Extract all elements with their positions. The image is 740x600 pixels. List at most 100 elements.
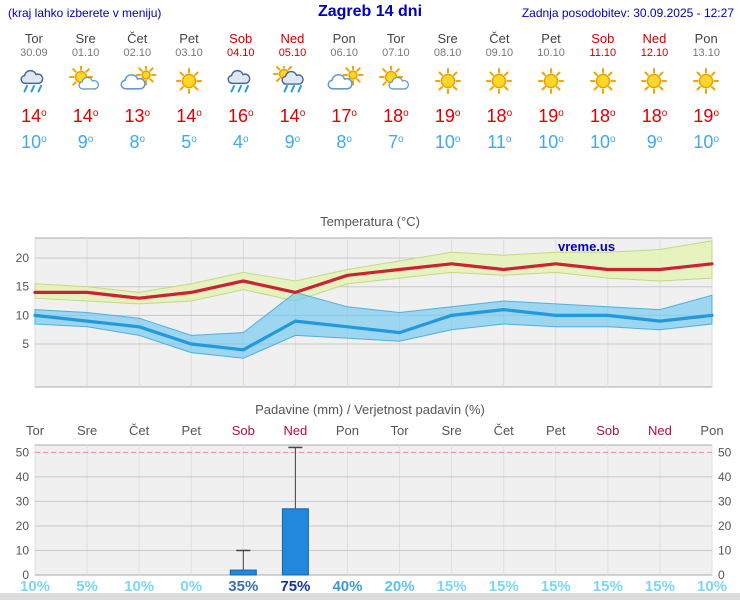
day-date: 10.10 <box>537 47 565 59</box>
svg-text:20: 20 <box>16 519 30 533</box>
low-temp: 8o <box>336 132 352 152</box>
svg-text:40: 40 <box>16 470 30 484</box>
day-date: 05.10 <box>278 47 307 59</box>
day-name: Pon <box>332 31 356 46</box>
low-temp: 10o <box>434 132 461 152</box>
weather-sun-icon <box>473 65 525 97</box>
svg-text:20: 20 <box>718 519 732 533</box>
forecast-day-2: Čet 02.10 13o 8o <box>111 30 163 153</box>
day-date: 12.10 <box>640 47 669 59</box>
day-date: 08.10 <box>433 47 462 59</box>
precip-day-label: Pet <box>546 423 566 438</box>
precip-day-label: Pon <box>700 423 724 438</box>
day-date: 30.09 <box>20 47 48 59</box>
svg-text:0: 0 <box>22 568 29 580</box>
menu-hint: (kraj lahko izberete v meniju) <box>8 6 162 20</box>
precip-probability: 10% <box>124 578 155 595</box>
precip-probability: 15% <box>436 578 467 595</box>
low-temp: 10o <box>538 132 564 152</box>
svg-text:30: 30 <box>16 494 30 508</box>
precip-day-label: Sob <box>231 423 255 438</box>
precip-probability: 35% <box>228 578 259 595</box>
precip-probability: 15% <box>592 578 623 595</box>
forecast-day-5: Ned 05.10 14o 9o <box>267 30 319 153</box>
day-name: Sre <box>75 31 96 46</box>
high-temp: 14o <box>72 106 99 126</box>
forecast-strip: Tor 30.09 14o 10o Sre 01.10 14o 9o Čet 02.10 13o 8o… <box>8 30 732 153</box>
day-date: 03.10 <box>175 47 203 59</box>
weather-sun-icon <box>163 65 215 97</box>
day-date: 06.10 <box>330 47 358 59</box>
precip-probability: 10% <box>19 578 51 595</box>
precip-probability: 15% <box>644 578 675 595</box>
low-temp: 11o <box>487 132 512 152</box>
svg-text:40: 40 <box>718 470 732 484</box>
svg-text:20: 20 <box>16 251 30 265</box>
precip-day-label: Pet <box>181 423 201 438</box>
svg-text:15: 15 <box>16 280 30 294</box>
precip-day-label: Pon <box>335 423 360 438</box>
day-date: 07.10 <box>382 47 410 59</box>
precip-day-label: Ned <box>283 423 308 438</box>
low-temp: 4o <box>232 132 249 152</box>
precip-day-label: Tor <box>25 423 45 438</box>
low-temp: 5o <box>181 132 197 152</box>
high-temp: 16o <box>227 106 254 126</box>
svg-text:10: 10 <box>718 543 732 557</box>
day-name: Sob <box>591 31 615 46</box>
day-name: Tor <box>24 31 43 46</box>
low-temp: 10o <box>589 132 616 152</box>
weather-sun-icon <box>525 65 577 97</box>
precip-probability: 20% <box>384 578 415 595</box>
precip-day-label: Tor <box>390 423 409 438</box>
precip-day-label: Čet <box>493 423 514 438</box>
high-temp: 19o <box>693 106 719 126</box>
precip-probability: 15% <box>488 578 519 595</box>
footer-strip <box>0 593 740 600</box>
day-name: Čet <box>489 31 510 46</box>
day-date: 01.10 <box>71 47 100 59</box>
forecast-day-8: Sre 08.10 19o 10o <box>422 30 474 153</box>
weather-cloud-sun-icon <box>318 65 370 97</box>
forecast-day-12: Ned 12.10 18o 9o <box>629 30 681 153</box>
precip-probability: 0% <box>180 578 203 595</box>
high-temp: 14o <box>176 106 202 126</box>
svg-text:50: 50 <box>718 445 732 459</box>
day-date: 04.10 <box>226 47 255 59</box>
precip-probability: 10% <box>696 578 728 595</box>
weather-sun-icon <box>680 65 732 97</box>
day-date: 02.10 <box>123 47 152 59</box>
day-name: Čet <box>127 31 148 46</box>
precip-day-label: Ned <box>647 423 672 438</box>
weather-rain-sun-icon <box>267 65 319 97</box>
forecast-day-4: Sob 04.10 16o 4o <box>215 30 267 153</box>
precip-day-label: Sre <box>76 423 98 438</box>
day-name: Sre <box>437 31 458 46</box>
temperature-chart-title: Temperatura (°C) <box>320 214 420 229</box>
high-temp: 17o <box>331 106 357 126</box>
precip-day-labels: Tor Sre Čet Pet Sob Ned Pon Tor Sre Čet Pet Sob Ned P… <box>0 423 740 441</box>
high-temp: 13o <box>124 106 151 126</box>
low-temp: 9o <box>646 132 663 152</box>
forecast-day-0: Tor 30.09 14o 10o <box>8 30 60 153</box>
day-date: 09.10 <box>485 47 514 59</box>
forecast-day-7: Tor 07.10 18o 7o <box>370 30 422 153</box>
last-update-timestamp: Zadnja posodobitev: 30.09.2025 - 12:27 <box>521 6 734 20</box>
day-name: Pet <box>541 31 561 46</box>
precip-day-label: Čet <box>129 423 150 438</box>
day-date: 11.10 <box>589 47 617 59</box>
forecast-day-3: Pet 03.10 14o 5o <box>163 30 215 153</box>
precip-day-label: Sob <box>596 423 620 438</box>
watermark: vreme.us <box>558 239 615 254</box>
temperature-chart: 5 10 15 20 vreme.us <box>16 237 714 388</box>
day-name: Pet <box>179 31 199 46</box>
precip-probability: 75% <box>280 578 311 595</box>
low-temp: 7o <box>388 132 404 152</box>
precip-day-label: Sre <box>441 423 462 438</box>
day-name: Pon <box>694 31 718 46</box>
weather-sun-icon <box>629 65 681 97</box>
weather-sun-cloud-icon <box>60 65 112 97</box>
weather-rain-icon <box>8 65 60 97</box>
high-temp: 18o <box>589 106 616 126</box>
